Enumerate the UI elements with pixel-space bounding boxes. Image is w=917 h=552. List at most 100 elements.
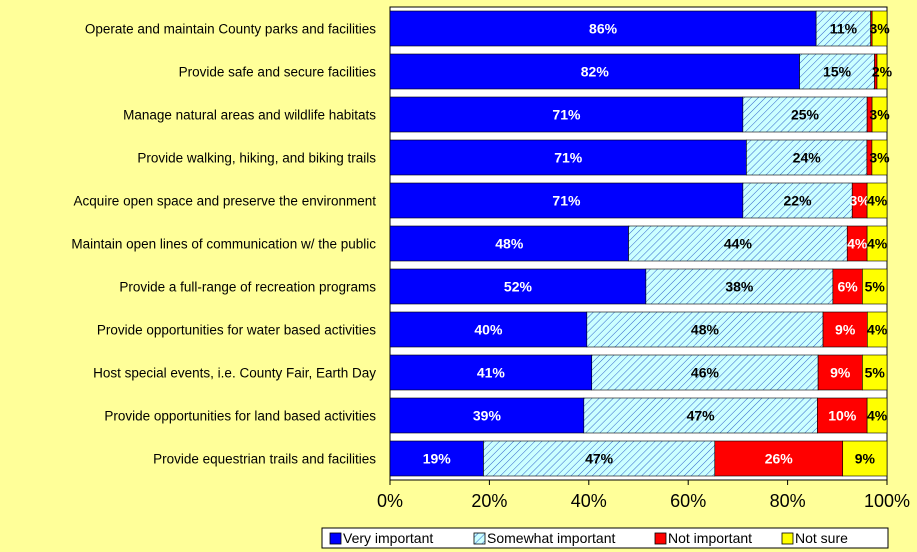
bar-segment bbox=[832, 268, 863, 305]
data-label: 41% bbox=[477, 365, 506, 381]
data-label: 26% bbox=[765, 451, 794, 467]
data-label: 39% bbox=[473, 408, 502, 424]
data-label: 6% bbox=[838, 279, 859, 295]
data-label: 48% bbox=[495, 236, 524, 252]
category-label: Provide walking, hiking, and biking trai… bbox=[137, 151, 376, 166]
bar-segment bbox=[714, 440, 844, 477]
data-label: 48% bbox=[691, 322, 720, 338]
data-label: 52% bbox=[504, 279, 533, 295]
data-label: 19% bbox=[423, 451, 452, 467]
data-label: 5% bbox=[865, 279, 886, 295]
data-label: 4% bbox=[867, 322, 888, 338]
bar-segment bbox=[586, 311, 824, 348]
category-label: Operate and maintain County parks and fa… bbox=[85, 22, 376, 37]
data-label: 25% bbox=[791, 107, 820, 123]
category-label: Acquire open space and preserve the envi… bbox=[74, 194, 377, 209]
category-label: Manage natural areas and wildlife habita… bbox=[123, 108, 376, 123]
category-labels: Operate and maintain County parks and fa… bbox=[71, 22, 376, 467]
data-label: 40% bbox=[474, 322, 503, 338]
x-tick-label: 80% bbox=[770, 491, 806, 511]
category-label: Provide a full-range of recreation progr… bbox=[119, 280, 376, 295]
legend-swatch bbox=[473, 532, 486, 545]
bar-segment bbox=[389, 397, 585, 434]
legend-box bbox=[321, 527, 889, 549]
bar-segment bbox=[742, 96, 868, 133]
data-label: 3% bbox=[869, 150, 890, 166]
bar-segment bbox=[866, 182, 888, 219]
bar-segment bbox=[389, 225, 629, 262]
data-label: 10% bbox=[828, 408, 857, 424]
x-axis: 0% 20% 40% 60% 80% 100% bbox=[377, 480, 910, 511]
bar-segment bbox=[628, 225, 848, 262]
category-label: Provide opportunities for water based ac… bbox=[97, 323, 376, 338]
data-label: 71% bbox=[552, 193, 581, 209]
data-label: 9% bbox=[855, 451, 876, 467]
bar-segment bbox=[389, 354, 593, 391]
data-label: 46% bbox=[691, 365, 720, 381]
data-label: 47% bbox=[687, 408, 716, 424]
data-label: 4% bbox=[847, 236, 868, 252]
bar-segment bbox=[866, 397, 888, 434]
bar-segment bbox=[871, 96, 888, 133]
legend-swatch bbox=[329, 532, 342, 545]
bar-segment bbox=[389, 139, 747, 176]
bar-segment bbox=[876, 53, 888, 90]
bar-segment bbox=[389, 10, 817, 47]
legend-swatch bbox=[781, 532, 794, 545]
bar-segment bbox=[483, 440, 716, 477]
bar-segment bbox=[389, 96, 744, 133]
category-label: Provide opportunities for land based act… bbox=[104, 409, 376, 424]
data-label: 24% bbox=[793, 150, 822, 166]
data-label: 71% bbox=[554, 150, 583, 166]
bar-segment bbox=[815, 10, 871, 47]
data-label: 3% bbox=[869, 107, 890, 123]
data-label: 4% bbox=[867, 193, 888, 209]
data-label: 71% bbox=[552, 107, 581, 123]
data-label: 47% bbox=[585, 451, 614, 467]
bar-segment bbox=[822, 311, 868, 348]
data-label: 15% bbox=[823, 64, 852, 80]
data-label: 9% bbox=[835, 322, 856, 338]
x-tick-label: 100% bbox=[864, 491, 910, 511]
bar-segment bbox=[389, 53, 800, 90]
bar-segment bbox=[866, 225, 888, 262]
data-label: 44% bbox=[724, 236, 753, 252]
bar-segment bbox=[389, 268, 647, 305]
legend-swatch bbox=[654, 532, 667, 545]
data-label: 2% bbox=[872, 64, 893, 80]
bar-segment bbox=[862, 354, 888, 391]
bar-segment bbox=[862, 268, 888, 305]
x-tick-label: 40% bbox=[571, 491, 607, 511]
bar-segment bbox=[389, 440, 484, 477]
bar-segment bbox=[746, 139, 868, 176]
bars-group: 86% 11% 3% 82% 15% 2% 71% 25% 3% 71% 24% 3% 71% 22% 3%… bbox=[389, 10, 893, 477]
bar-segment bbox=[583, 397, 818, 434]
legend-label: Somewhat important bbox=[487, 530, 616, 546]
x-tick-label: 20% bbox=[471, 491, 507, 511]
legend-label: Not important bbox=[668, 530, 752, 546]
bar-segment bbox=[389, 182, 744, 219]
bar-segment bbox=[799, 53, 875, 90]
legend: Very important Somewhat important Not impo… bbox=[321, 527, 889, 549]
category-label: Provide safe and secure facilities bbox=[179, 65, 377, 80]
data-label: 22% bbox=[784, 193, 813, 209]
bar-segment bbox=[389, 311, 588, 348]
bar-segment bbox=[871, 139, 888, 176]
bar-segment bbox=[842, 440, 888, 477]
bar-segment bbox=[591, 354, 819, 391]
data-label: 86% bbox=[589, 21, 618, 37]
legend-label: Not sure bbox=[795, 530, 848, 546]
bar-segment bbox=[645, 268, 834, 305]
data-label: 11% bbox=[830, 21, 858, 37]
category-label: Maintain open lines of communication w/ … bbox=[71, 237, 376, 252]
category-label: Host special events, i.e. County Fair, E… bbox=[93, 366, 376, 381]
bar-segment bbox=[867, 311, 888, 348]
bar-segment bbox=[817, 397, 868, 434]
legend-label: Very important bbox=[343, 530, 433, 546]
data-label: 3% bbox=[850, 193, 871, 209]
bar-segment bbox=[742, 182, 853, 219]
data-label: 5% bbox=[865, 365, 886, 381]
x-tick-label: 0% bbox=[377, 491, 403, 511]
data-label: 3% bbox=[869, 21, 890, 37]
